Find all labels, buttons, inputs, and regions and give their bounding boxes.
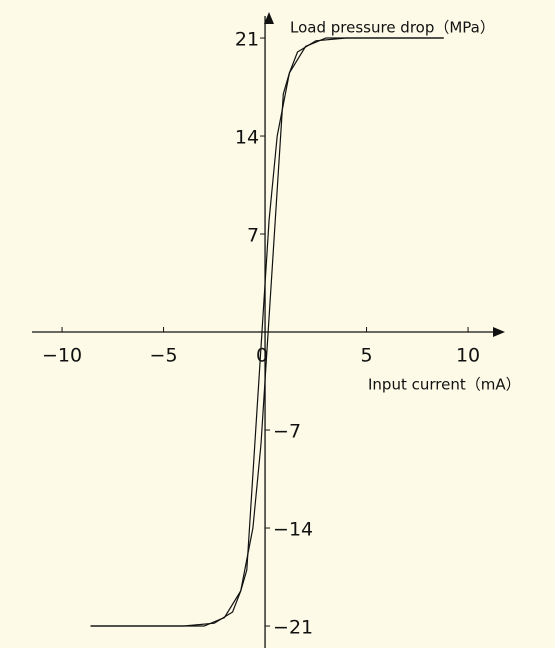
x-axis-label: Input current（mA） <box>368 376 521 394</box>
x-tick-label: 5 <box>361 345 373 367</box>
x-tick-label: 10 <box>456 345 480 367</box>
y-tick-label: −7 <box>273 421 301 443</box>
hysteresis-curve <box>90 37 444 627</box>
y-tick-label: −21 <box>273 617 313 639</box>
x-tick-label: −10 <box>42 345 82 367</box>
y-tick-label: 7 <box>247 225 259 247</box>
x-tick-label: −5 <box>150 345 178 367</box>
y-tick-label: −14 <box>273 519 313 541</box>
y-tick-label: 21 <box>235 29 259 51</box>
y-tick-label: 14 <box>235 127 259 149</box>
y-axis-label: Load pressure drop（MPa） <box>290 19 495 37</box>
y-axis-arrow <box>264 12 274 24</box>
x-tick-label: 0 <box>256 345 268 367</box>
